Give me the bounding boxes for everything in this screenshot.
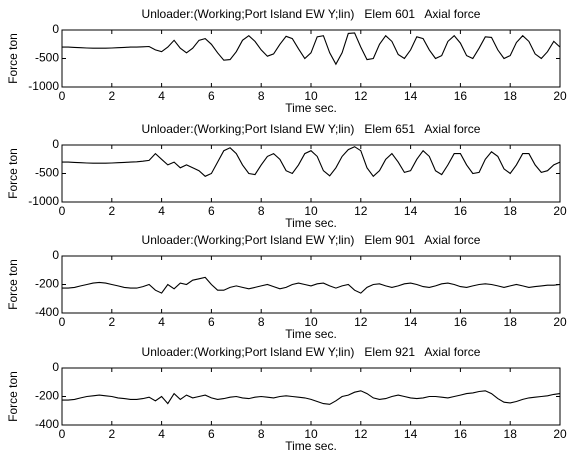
plot-frame bbox=[61, 29, 561, 88]
y-tick-label: 0 bbox=[52, 22, 59, 36]
x-tick-label: 18 bbox=[504, 427, 518, 441]
x-tick-label: 16 bbox=[454, 89, 468, 103]
x-tick-label: 14 bbox=[404, 89, 418, 103]
x-tick-label: 6 bbox=[208, 89, 215, 103]
y-axis-label: Force ton bbox=[6, 33, 20, 84]
x-tick-label: 0 bbox=[59, 89, 66, 103]
x-tick-label: 20 bbox=[553, 427, 567, 441]
x-tick-label: 6 bbox=[208, 427, 215, 441]
x-tick-label: 18 bbox=[504, 204, 518, 218]
x-tick-label: 14 bbox=[404, 427, 418, 441]
y-tick-label: -1000 bbox=[28, 194, 59, 208]
x-tick-label: 10 bbox=[304, 315, 318, 329]
x-tick-label: 18 bbox=[504, 89, 518, 103]
y-tick-label: -500 bbox=[35, 51, 59, 65]
x-tick-label: 8 bbox=[258, 315, 265, 329]
chart-title: Unloader:(Working;Port Island EW Y;lin) … bbox=[142, 122, 481, 136]
y-axis-label: Force ton bbox=[6, 148, 20, 199]
y-tick-label: -500 bbox=[35, 166, 59, 180]
x-tick-label: 20 bbox=[553, 315, 567, 329]
plot-frame bbox=[61, 367, 561, 426]
x-tick-label: 18 bbox=[504, 315, 518, 329]
x-tick-label: 4 bbox=[158, 427, 165, 441]
x-tick-label: 20 bbox=[553, 89, 567, 103]
y-tick-label: 0 bbox=[52, 137, 59, 151]
x-tick-label: 12 bbox=[354, 315, 368, 329]
x-tick-label: 4 bbox=[158, 204, 165, 218]
x-tick-label: 10 bbox=[304, 427, 318, 441]
y-tick-label: -400 bbox=[35, 305, 59, 319]
x-tick-label: 0 bbox=[59, 204, 66, 218]
y-tick-label: -200 bbox=[35, 389, 59, 403]
x-tick-label: 16 bbox=[454, 204, 468, 218]
y-tick-label: -1000 bbox=[28, 79, 59, 93]
data-line bbox=[62, 32, 561, 66]
x-tick-label: 6 bbox=[208, 315, 215, 329]
x-tick-label: 2 bbox=[108, 315, 115, 329]
x-tick-label: 12 bbox=[354, 89, 368, 103]
y-tick-label: -200 bbox=[35, 277, 59, 291]
x-tick-label: 2 bbox=[108, 204, 115, 218]
x-tick-label: 4 bbox=[158, 89, 165, 103]
x-tick-label: 0 bbox=[59, 315, 66, 329]
x-tick-label: 12 bbox=[354, 204, 368, 218]
x-tick-label: 8 bbox=[258, 204, 265, 218]
x-tick-label: 20 bbox=[553, 204, 567, 218]
x-tick-label: 2 bbox=[108, 89, 115, 103]
x-tick-label: 16 bbox=[454, 315, 468, 329]
data-line bbox=[62, 146, 561, 178]
chart-title: Unloader:(Working;Port Island EW Y;lin) … bbox=[142, 233, 481, 247]
y-tick-label: -400 bbox=[35, 417, 59, 431]
x-tick-label: 0 bbox=[59, 427, 66, 441]
x-tick-label: 14 bbox=[404, 204, 418, 218]
plot-frame bbox=[61, 144, 561, 203]
plot-frame bbox=[61, 255, 561, 314]
x-tick-label: 14 bbox=[404, 315, 418, 329]
x-axis-label: Time sec. bbox=[285, 327, 337, 341]
y-axis-label: Force ton bbox=[6, 259, 20, 310]
chart-title: Unloader:(Working;Port Island EW Y;lin) … bbox=[142, 345, 481, 359]
x-axis-label: Time sec. bbox=[285, 439, 337, 453]
x-axis-label: Time sec. bbox=[285, 216, 337, 230]
data-line bbox=[62, 276, 561, 294]
x-tick-label: 16 bbox=[454, 427, 468, 441]
chart-title: Unloader:(Working;Port Island EW Y;lin) … bbox=[142, 7, 481, 21]
y-axis-label: Force ton bbox=[6, 371, 20, 422]
x-axis-label: Time sec. bbox=[285, 101, 337, 115]
x-tick-label: 6 bbox=[208, 204, 215, 218]
x-tick-label: 8 bbox=[258, 89, 265, 103]
x-tick-label: 8 bbox=[258, 427, 265, 441]
x-tick-label: 10 bbox=[304, 89, 318, 103]
data-line bbox=[62, 390, 561, 405]
x-tick-label: 2 bbox=[108, 427, 115, 441]
y-tick-label: 0 bbox=[52, 248, 59, 262]
x-tick-label: 4 bbox=[158, 315, 165, 329]
x-tick-label: 12 bbox=[354, 427, 368, 441]
x-tick-label: 10 bbox=[304, 204, 318, 218]
y-tick-label: 0 bbox=[52, 360, 59, 374]
